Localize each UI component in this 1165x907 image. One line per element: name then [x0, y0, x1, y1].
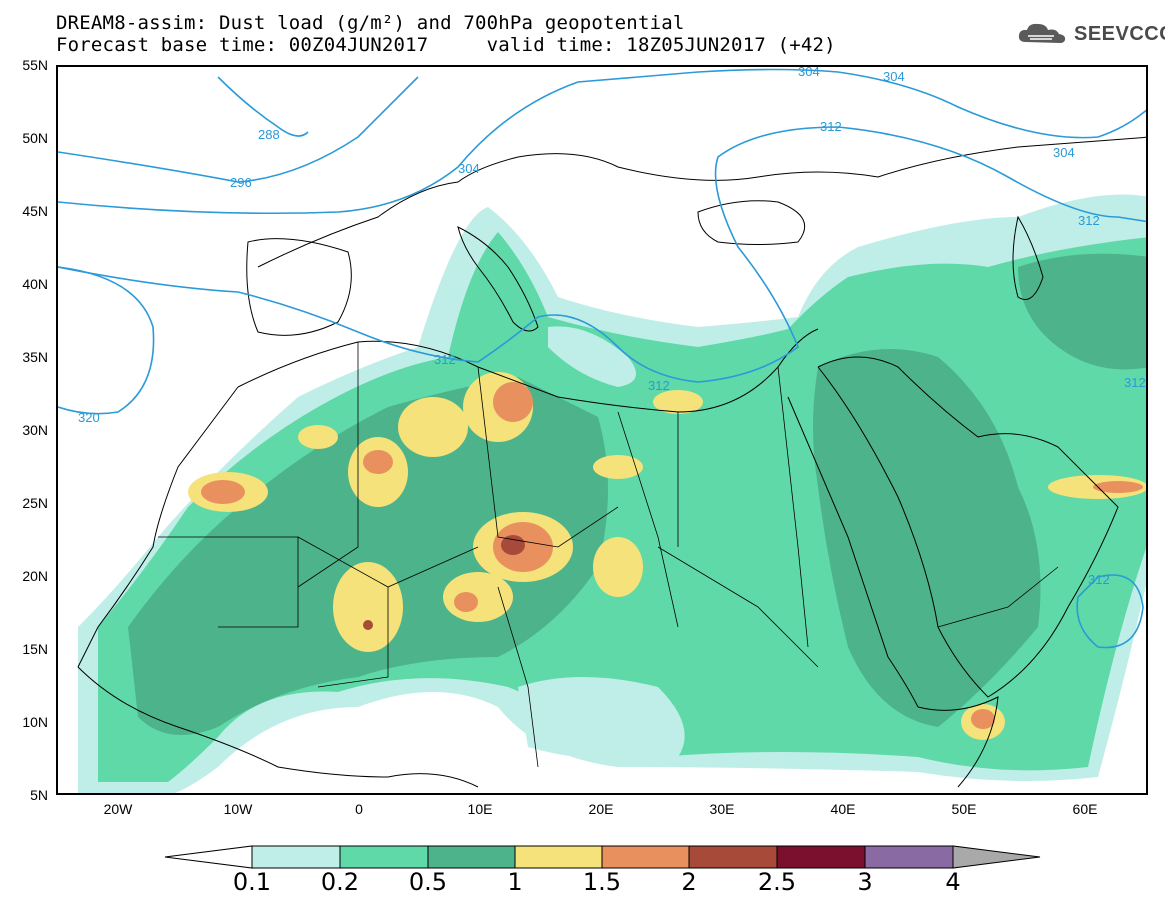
lat-label-30n: 30N [22, 422, 48, 438]
dust-shade-1-h [443, 572, 513, 622]
dust-shade-0-5-west [128, 377, 608, 735]
lat-label-35n: 35N [22, 349, 48, 365]
colorbar-label-2: 2 [681, 868, 697, 896]
contour-label-296: 296 [230, 175, 252, 190]
lon-label-60e: 60E [1072, 801, 1098, 817]
contour-312-arabian-sea [1076, 574, 1144, 649]
dust-shade-1-5-e [454, 592, 478, 612]
dust-shade-1-5-a [201, 480, 245, 504]
colorbar-swatch-1-5 [601, 845, 690, 869]
coastline-iberia [246, 238, 352, 336]
dust-shade-1-d [298, 425, 338, 449]
map-canvas: 288 296 304 304 304 304 312 312 312 312 … [58, 67, 1146, 793]
coastline-arabia [817, 356, 1119, 698]
coastline-italy [457, 226, 539, 332]
dust-shade-1-e [333, 562, 403, 652]
colorbar-label-4: 4 [945, 868, 961, 896]
colorbar-swatch-2-5 [776, 845, 866, 869]
lat-label-20n: 20N [22, 568, 48, 584]
colorbar-label-1: 1 [507, 868, 523, 896]
contour-label-312-c: 312 [648, 378, 670, 393]
dust-shade-1-5-g [971, 709, 995, 729]
contour-label-304-c: 304 [883, 69, 905, 84]
lon-label-20w: 20W [103, 801, 133, 817]
country-borders [158, 342, 1059, 768]
dust-shade-2-a [501, 535, 525, 555]
coastline-horn-of-africa [917, 696, 999, 788]
dust-shade-1-k [593, 455, 643, 479]
contour-288 [217, 76, 309, 137]
logo-text: SEEVCCC [1074, 22, 1165, 45]
map-title-line-1: DREAM8-assim: Dust load (g/m²) and 700hP… [56, 12, 685, 34]
clear-patch-med [548, 326, 636, 387]
colorbar-label-0-5: 0.5 [408, 868, 448, 896]
dust-colorbar [164, 845, 1041, 869]
contour-label-312-d: 312 [1078, 213, 1100, 228]
lat-label-55n: 55N [22, 57, 48, 73]
colorbar-min-arrow [164, 845, 253, 869]
dust-shade-1-5-b [363, 450, 393, 474]
dust-shade-1-5-f [1093, 481, 1143, 493]
contour-304 [58, 68, 1146, 215]
lon-label-20e: 20E [588, 801, 614, 817]
lon-label-10w: 10W [223, 801, 253, 817]
dust-load-map: 288 296 304 304 304 304 312 312 312 312 … [56, 65, 1148, 795]
dust-shade-1-5-c [493, 382, 533, 422]
lat-label-15n: 15N [22, 641, 48, 657]
lat-label-10n: 10N [22, 714, 48, 730]
dust-shade-1-a [398, 397, 468, 457]
lon-label-30e: 30E [709, 801, 735, 817]
contour-label-304-a: 304 [458, 161, 480, 176]
lon-label-50e: 50E [951, 801, 977, 817]
contour-label-312-e: 312 [1124, 375, 1146, 390]
lon-label-10e: 10E [467, 801, 493, 817]
coastline-gulf-of-guinea [77, 666, 479, 788]
colorbar-label-3: 3 [857, 868, 873, 896]
coastline-north-africa [237, 328, 819, 413]
coastline-west-africa [77, 386, 239, 668]
contour-label-312-b: 312 [434, 352, 456, 367]
dust-shade-2-b [363, 620, 373, 630]
dust-shade-1-j [653, 390, 703, 414]
contour-312 [58, 126, 1146, 383]
lat-label-50n: 50N [22, 130, 48, 146]
lat-label-45n: 45N [22, 203, 48, 219]
coastline-red-sea [787, 396, 919, 708]
lat-label-5n: 5N [30, 787, 48, 803]
lon-label-40e: 40E [830, 801, 856, 817]
coastline-black-sea [697, 200, 806, 245]
lon-label-0: 0 [355, 801, 363, 817]
colorbar-max-arrow [952, 845, 1041, 869]
contour-label-304-d: 304 [1053, 145, 1075, 160]
colorbar-swatch-2 [688, 845, 778, 869]
clear-patch-sahel [518, 677, 685, 761]
contour-label-312-a: 312 [820, 119, 842, 134]
dust-shade-0-5-east [1018, 253, 1146, 370]
colorbar-label-0-1: 0.1 [232, 868, 272, 896]
contour-label-320: 320 [78, 410, 100, 425]
colorbar-swatch-3 [864, 845, 954, 869]
contour-label-312-f: 312 [1088, 572, 1110, 587]
dust-shade-1-i [593, 537, 643, 597]
coastline-caspian [1012, 215, 1044, 300]
seevccc-logo: SEEVCCC [1016, 22, 1165, 46]
colorbar-label-2-5: 2.5 [757, 868, 797, 896]
colorbar-swatch-1 [514, 845, 603, 869]
map-title-line-2: Forecast base time: 00Z04JUN2017 valid t… [56, 34, 836, 56]
colorbar-swatch-0-5 [427, 845, 516, 869]
colorbar-label-1-5: 1.5 [582, 868, 622, 896]
contour-label-288: 288 [258, 127, 280, 142]
cloud-logo-icon [1018, 23, 1066, 43]
colorbar-label-0-2: 0.2 [320, 868, 360, 896]
coastline-europe [257, 136, 1146, 268]
contour-296 [58, 76, 419, 183]
colorbar-swatch-0-2 [339, 845, 429, 869]
contour-320 [58, 266, 155, 415]
lat-label-25n: 25N [22, 495, 48, 511]
colorbar-swatch-0-1 [251, 845, 341, 869]
contour-label-304-b: 304 [798, 67, 820, 79]
lat-label-40n: 40N [22, 276, 48, 292]
